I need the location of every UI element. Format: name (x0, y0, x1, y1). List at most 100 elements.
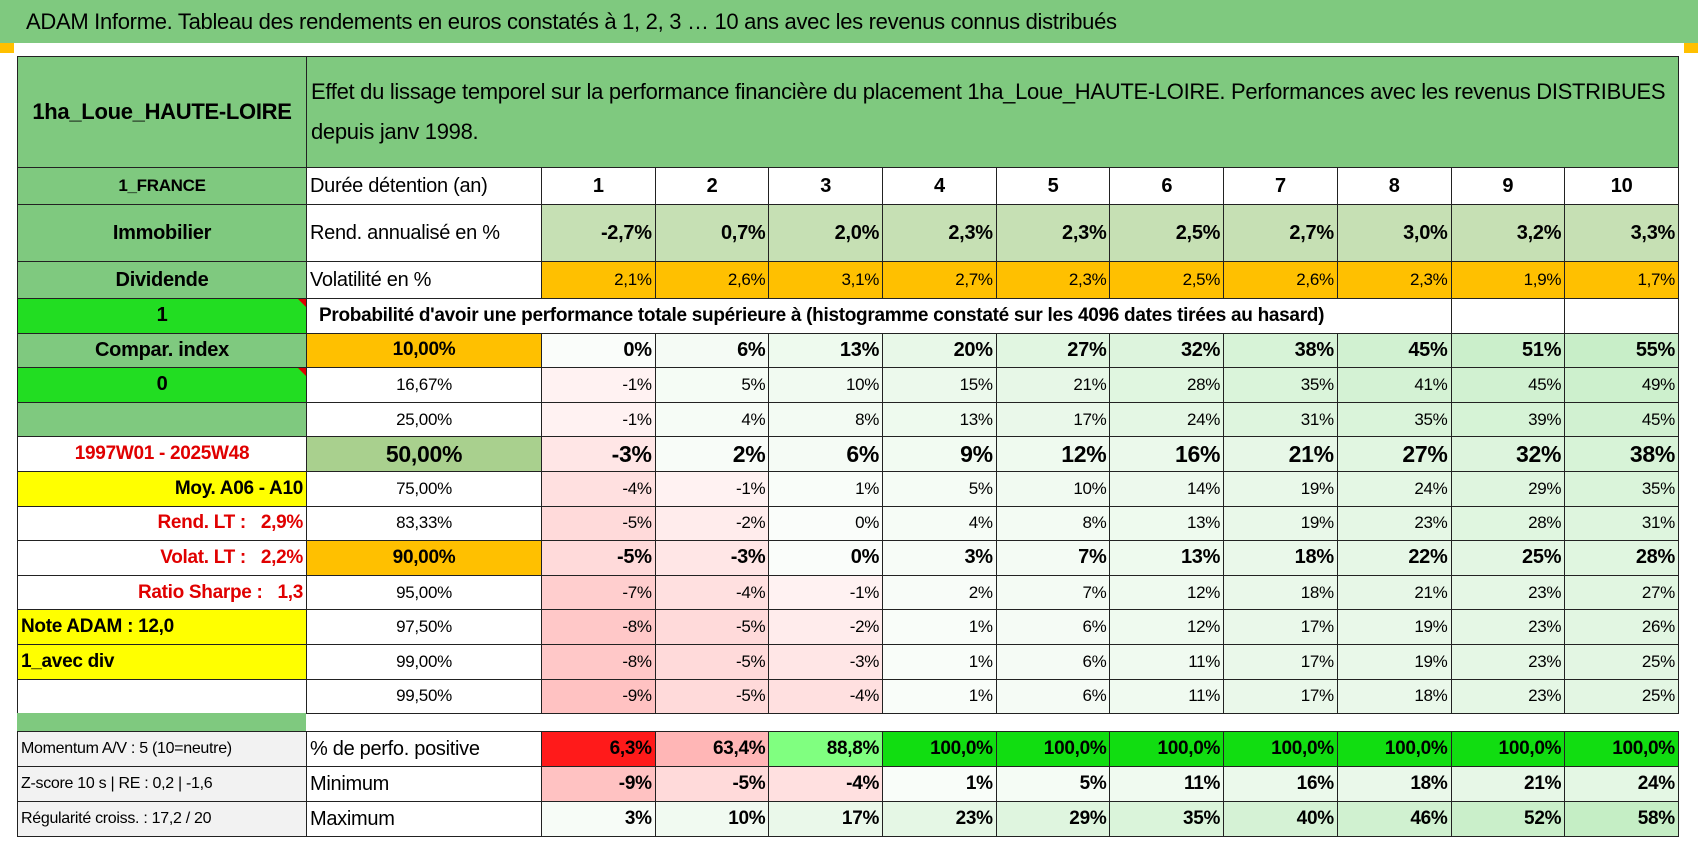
value-cell: 3% (882, 540, 997, 576)
side-label: Note ADAM : 12,0 (17, 609, 307, 645)
column-header: 6 (1109, 167, 1225, 205)
value-cell: 27% (1564, 574, 1679, 611)
value-cell: -4% (768, 678, 884, 715)
description: Effet du lissage temporel sur la perform… (306, 56, 1679, 168)
column-header: 9 (1450, 167, 1566, 205)
value-cell: 15% (882, 367, 997, 403)
value-cell: 100,0% (1223, 731, 1338, 767)
value-cell: 27% (995, 332, 1111, 369)
value-cell: 45% (1336, 332, 1452, 369)
value-cell: -5% (654, 766, 770, 802)
side-label: 1_FRANCE (17, 167, 307, 205)
value-cell: 41% (1336, 367, 1452, 403)
value-cell: 2,6% (1223, 261, 1338, 299)
value-cell: 1% (882, 643, 997, 680)
value-cell: 1% (768, 470, 884, 507)
header-row: 1ha_Loue_HAUTE-LOIRE Effet du lissage te… (17, 56, 1679, 168)
value-cell: 18% (1223, 574, 1338, 611)
value-cell: -1% (541, 367, 656, 403)
value-cell: 6% (654, 332, 770, 369)
threshold: 25,00% (306, 401, 542, 438)
value-cell: 0% (768, 540, 884, 576)
value-cell: 2,3% (882, 204, 997, 262)
side-label: Dividende (17, 261, 307, 299)
value-cell: 100,0% (1450, 731, 1566, 767)
value-cell: 2,5% (1109, 204, 1225, 262)
value-cell: 23% (1450, 609, 1566, 645)
threshold: 83,33% (306, 505, 542, 542)
value-cell: -1% (541, 401, 656, 438)
value-cell: 2,1% (541, 261, 656, 299)
value-cell: 52% (1450, 801, 1566, 837)
threshold: 10,00% (306, 332, 542, 369)
value-cell: 10% (654, 801, 770, 837)
value-cell: 24% (1109, 401, 1225, 438)
table-row: 99,50% -9% -5% -4% 1% 6% 11% 17% 18% 23% 25% (17, 678, 1679, 715)
threshold: 90,00% (306, 540, 542, 576)
value-cell: 35% (1336, 401, 1452, 438)
threshold: 16,67% (306, 367, 542, 403)
value-cell: 1% (882, 766, 997, 802)
value-cell: 2,5% (1109, 261, 1225, 299)
value-cell: 23% (1336, 505, 1452, 542)
value-cell: -9% (541, 766, 656, 802)
value-cell: 2% (654, 436, 770, 472)
value-cell: 5% (654, 367, 770, 403)
value-cell: 7% (995, 540, 1111, 576)
value-cell: 38% (1223, 332, 1338, 369)
table-row: Immobilier Rend. annualisé en % -2,7% 0,7% 2… (17, 204, 1679, 262)
value-cell: -2,7% (541, 204, 656, 262)
value-cell: 46% (1336, 801, 1452, 837)
value-cell: 16% (1223, 766, 1338, 802)
value-cell: 2,7% (1223, 204, 1338, 262)
table-row: 1997W01 - 2025W48 50,00% -3% 2% 6% 9% 12% 16% 21… (17, 436, 1679, 472)
side-label: Z-score 10 s | RE : 0,2 | -1,6 (17, 766, 307, 802)
summary-table: Momentum A/V : 5 (10=neutre)% de perfo. … (17, 731, 1679, 837)
spacer (17, 713, 306, 731)
value-cell: -5% (654, 678, 770, 715)
value-cell: 1% (882, 678, 997, 715)
value-cell: 12% (995, 436, 1111, 472)
value-cell: 45% (1450, 367, 1566, 403)
side-label (17, 678, 307, 715)
value-cell: 17% (1223, 609, 1338, 645)
value-cell: 2,3% (995, 204, 1111, 262)
value-cell: 3,3% (1564, 204, 1679, 262)
value-cell: 26% (1564, 609, 1679, 645)
value-cell: 25% (1564, 643, 1679, 680)
value-cell: 3,2% (1450, 204, 1566, 262)
value-cell: 28% (1450, 505, 1566, 542)
value-cell: 18% (1336, 766, 1452, 802)
column-header: 5 (995, 167, 1111, 205)
value-cell: 0% (541, 332, 656, 369)
value-cell: 6% (768, 436, 884, 472)
table-row: 1_avec div 99,00% -8% -5% -3% 1% 6% 11% 17% 19% 23… (17, 643, 1679, 680)
value-cell: -2% (654, 505, 770, 542)
value-cell: 13% (882, 401, 997, 438)
value-cell: -4% (541, 470, 656, 507)
value-cell: 1,7% (1564, 261, 1679, 299)
value-cell: 29% (995, 801, 1111, 837)
value-cell: 1,9% (1450, 261, 1566, 299)
value-cell: 1% (882, 609, 997, 645)
column-header: 7 (1223, 167, 1338, 205)
table-row: 1_FRANCE Durée détention (an) 1 2 3 4 5 6 7 8 9 10 (17, 167, 1679, 205)
value-cell: 24% (1336, 470, 1452, 507)
value-cell: 18% (1223, 540, 1338, 576)
value-cell: -9% (541, 678, 656, 715)
value-cell: -1% (768, 574, 884, 611)
value-cell: 18% (1336, 678, 1452, 715)
value-cell: 21% (1223, 436, 1338, 472)
row-label: Minimum (306, 766, 542, 802)
value-cell: 40% (1223, 801, 1338, 837)
value-cell: 58% (1564, 801, 1679, 837)
value-cell: 22% (1336, 540, 1452, 576)
value-cell: 0,7% (654, 204, 770, 262)
value-cell: -2% (768, 609, 884, 645)
summary-row: Momentum A/V : 5 (10=neutre)% de perfo. … (17, 731, 1679, 767)
asset-name: 1ha_Loue_HAUTE-LOIRE (17, 56, 307, 168)
column-header: 10 (1564, 167, 1679, 205)
column-header: 4 (882, 167, 997, 205)
side-label: 1 (17, 298, 307, 334)
